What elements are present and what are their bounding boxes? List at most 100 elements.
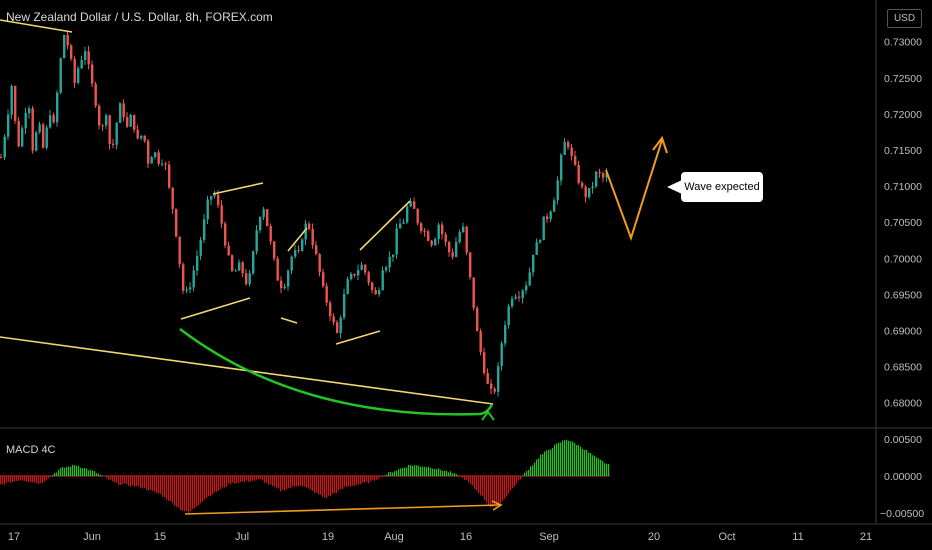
- macd-bar: [278, 476, 280, 489]
- candle-body: [595, 171, 598, 187]
- chart-title: New Zealand Dollar / U.S. Dollar, 8h, FO…: [6, 10, 273, 24]
- macd-bar: [384, 475, 386, 476]
- macd-bar: [56, 472, 58, 476]
- macd-bar: [464, 476, 466, 481]
- macd-bar: [582, 449, 584, 476]
- macd-bar: [166, 476, 168, 500]
- candle-body: [399, 223, 402, 229]
- macd-bar: [426, 467, 428, 476]
- candle-body: [150, 156, 153, 164]
- macd-bar: [20, 476, 22, 481]
- candle-body: [217, 194, 220, 206]
- macd-bar: [4, 476, 6, 485]
- macd-bar: [456, 474, 458, 476]
- macd-bar: [532, 465, 534, 476]
- macd-bar: [24, 476, 26, 482]
- macd-bar: [28, 476, 30, 482]
- candle-body: [227, 245, 230, 256]
- macd-bar: [422, 466, 424, 476]
- macd-bar: [338, 476, 340, 491]
- price-tick-label: 0.70500: [884, 217, 922, 229]
- candle-body: [255, 230, 258, 252]
- macd-bar: [546, 450, 548, 476]
- macd-bar: [82, 468, 84, 476]
- macd-bar: [156, 476, 158, 494]
- macd-bar: [52, 474, 54, 476]
- macd-bar: [424, 466, 426, 476]
- candle-body: [448, 242, 451, 253]
- candle-body: [518, 296, 521, 298]
- macd-bar: [314, 476, 316, 494]
- macd-bar: [10, 476, 12, 484]
- macd-bar: [172, 476, 174, 503]
- candle-body: [406, 206, 409, 223]
- candle-body: [259, 217, 262, 231]
- macd-bar: [126, 476, 128, 484]
- macd-bar: [296, 476, 298, 487]
- candle-body: [182, 264, 185, 291]
- macd-bar: [334, 476, 336, 494]
- candle-body: [0, 157, 3, 159]
- candles-group: [0, 31, 608, 397]
- macd-bar: [2, 476, 4, 485]
- macd-bar: [26, 476, 28, 482]
- price-tick-label: 0.72000: [884, 109, 922, 121]
- candle-body: [192, 270, 195, 288]
- macd-bar: [552, 447, 554, 476]
- macd-bar: [162, 476, 164, 497]
- macd-divergence-line: [184, 504, 500, 515]
- candle-body: [364, 264, 367, 273]
- candle-body: [80, 60, 83, 69]
- candle-body: [437, 224, 440, 240]
- candle-body: [528, 272, 531, 286]
- macd-bar: [68, 466, 70, 476]
- candle-body: [420, 223, 423, 232]
- macd-bar: [228, 476, 230, 484]
- time-tick-label: 21: [860, 531, 872, 543]
- macd-bar: [284, 476, 286, 491]
- macd-bar: [378, 476, 380, 480]
- macd-bar: [46, 476, 48, 480]
- macd-bar: [112, 476, 114, 482]
- macd-bar: [256, 476, 258, 480]
- macd-histogram: [0, 439, 610, 513]
- macd-bar: [144, 476, 146, 488]
- macd-bar: [198, 476, 200, 506]
- candle-body: [126, 117, 129, 127]
- macd-bar: [440, 469, 442, 476]
- macd-bar: [288, 476, 290, 489]
- candle-body: [157, 152, 160, 164]
- macd-bar: [6, 476, 8, 483]
- macd-bar: [448, 472, 450, 476]
- macd-bar: [292, 476, 294, 487]
- candle-body: [322, 272, 325, 287]
- macd-bar: [272, 476, 274, 487]
- time-tick-label: Sep: [539, 531, 559, 543]
- candle-body: [115, 122, 118, 145]
- candle-body: [444, 234, 447, 243]
- macd-bar: [158, 476, 160, 494]
- macd-bar: [326, 476, 328, 499]
- macd-bar: [258, 476, 260, 480]
- candle-body: [469, 252, 472, 278]
- macd-bar: [40, 476, 42, 483]
- macd-bar: [282, 476, 284, 490]
- macd-bar: [184, 476, 186, 512]
- candle-body: [168, 164, 171, 188]
- macd-bar: [380, 476, 382, 477]
- macd-bar: [604, 463, 606, 476]
- macd-bar: [408, 465, 410, 476]
- macd-bar: [396, 470, 398, 476]
- macd-bar: [130, 476, 132, 487]
- macd-bar: [602, 460, 604, 476]
- candle-body: [371, 282, 374, 291]
- candle-body: [500, 343, 503, 367]
- macd-bar: [108, 476, 110, 480]
- macd-bar: [364, 476, 366, 483]
- macd-bar: [102, 475, 104, 477]
- macd-bar: [208, 476, 210, 497]
- macd-bar: [418, 465, 420, 476]
- macd-bar: [186, 476, 188, 512]
- currency-badge[interactable]: USD: [887, 9, 922, 28]
